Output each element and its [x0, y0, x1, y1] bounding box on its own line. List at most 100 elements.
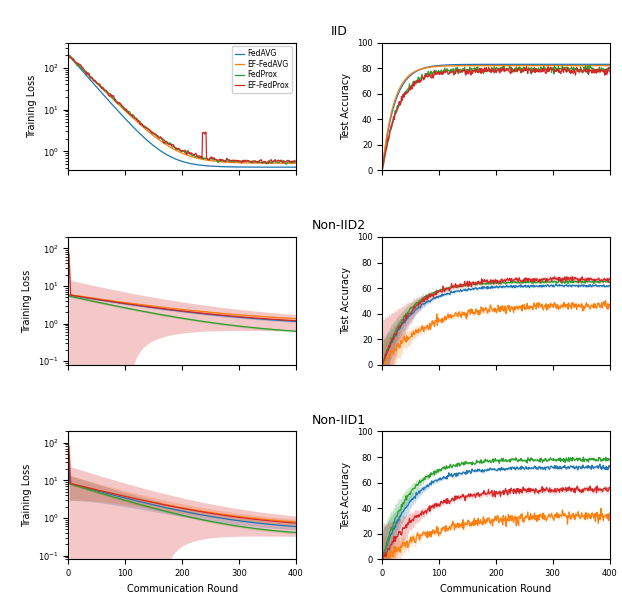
Line: FedProx: FedProx: [383, 457, 610, 557]
FedProx: [93, 78, 100, 86]
EF-FedAVG: [544, 513, 552, 520]
EF-FedAVG: [208, 509, 215, 516]
EF-FedProx: [93, 295, 100, 303]
EF-FedProx: [139, 497, 147, 504]
FedProx: [543, 66, 550, 74]
FedProx: [230, 158, 238, 165]
FedProx: [406, 85, 414, 92]
EF-FedProx: [156, 134, 163, 141]
EF-FedAVG: [139, 301, 147, 308]
EF-FedProx: [139, 302, 147, 309]
FedAVG: [453, 61, 460, 68]
EF-FedAVG: [379, 360, 386, 367]
Line: FedAVG: FedAVG: [383, 64, 610, 166]
FedProx: [582, 276, 590, 283]
Line: EF-FedAVG: EF-FedAVG: [383, 66, 610, 165]
EF-FedProx: [155, 500, 162, 507]
EF-FedAVG: [606, 62, 613, 69]
FedProx: [453, 67, 460, 75]
Line: EF-FedAVG: EF-FedAVG: [69, 294, 296, 319]
EF-FedProx: [379, 361, 386, 368]
FedAVG: [453, 469, 460, 477]
FedProx: [93, 299, 100, 306]
Line: EF-FedProx: EF-FedProx: [383, 67, 610, 167]
Line: EF-FedAVG: EF-FedAVG: [69, 483, 296, 522]
EF-FedAVG: [469, 306, 476, 314]
FedAVG: [155, 305, 162, 312]
FedProx: [139, 122, 147, 130]
FedProx: [453, 283, 460, 290]
EF-FedAVG: [229, 311, 236, 318]
Line: EF-FedAVG: EF-FedAVG: [383, 508, 610, 560]
EF-FedProx: [379, 556, 386, 563]
EF-FedAVG: [453, 62, 460, 69]
EF-FedProx: [208, 155, 216, 162]
FedAVG: [596, 460, 603, 468]
Y-axis label: Test Accuracy: Test Accuracy: [341, 462, 351, 529]
EF-FedAVG: [470, 517, 477, 525]
FedAVG: [552, 280, 560, 288]
Line: FedAVG: FedAVG: [69, 456, 296, 527]
FedProx: [379, 162, 386, 169]
EF-FedAVG: [93, 295, 100, 302]
FedProx: [155, 311, 162, 318]
FedProx: [580, 454, 587, 461]
FedAVG: [543, 283, 550, 290]
FedAVG: [208, 162, 215, 170]
Legend: FedAVG, EF-FedAVG, FedProx, EF-FedProx: FedAVG, EF-FedAVG, FedProx, EF-FedProx: [232, 46, 292, 93]
EF-FedProx: [453, 282, 460, 289]
FedProx: [469, 65, 476, 72]
EF-FedAVG: [292, 315, 300, 322]
EF-FedProx: [292, 520, 300, 527]
FedProx: [543, 457, 550, 465]
Text: Non-IID1: Non-IID1: [312, 413, 366, 427]
FedAVG: [469, 285, 476, 292]
Line: FedProx: FedProx: [69, 296, 296, 331]
EF-FedAVG: [65, 291, 73, 298]
FedProx: [379, 553, 386, 561]
EF-FedAVG: [606, 300, 613, 308]
Line: FedAVG: FedAVG: [69, 56, 296, 167]
FedProx: [406, 305, 414, 313]
EF-FedProx: [379, 163, 386, 170]
FedProx: [587, 62, 594, 69]
FedAVG: [139, 499, 147, 506]
FedProx: [522, 458, 529, 465]
EF-FedAVG: [229, 159, 236, 166]
FedProx: [139, 502, 147, 509]
EF-FedAVG: [93, 486, 100, 493]
EF-FedProx: [406, 519, 414, 526]
FedProx: [522, 277, 529, 285]
EF-FedProx: [544, 63, 552, 71]
Line: FedProx: FedProx: [69, 483, 296, 533]
EF-FedAVG: [155, 500, 162, 507]
EF-FedAVG: [139, 123, 147, 131]
FedAVG: [522, 282, 529, 289]
EF-FedProx: [155, 305, 162, 312]
Line: EF-FedAVG: EF-FedAVG: [69, 56, 296, 164]
FedProx: [230, 322, 238, 329]
EF-FedProx: [544, 277, 551, 285]
FedAVG: [93, 487, 100, 494]
X-axis label: Communication Round: Communication Round: [126, 584, 238, 593]
FedAVG: [230, 313, 238, 320]
FedProx: [469, 458, 476, 466]
Line: EF-FedProx: EF-FedProx: [383, 277, 610, 364]
FedAVG: [406, 497, 414, 505]
FedProx: [155, 134, 162, 141]
EF-FedAVG: [543, 514, 550, 522]
EF-FedAVG: [139, 496, 147, 503]
FedProx: [229, 157, 236, 165]
EF-FedAVG: [208, 157, 215, 164]
EF-FedProx: [65, 250, 73, 258]
FedProx: [292, 529, 300, 536]
EF-FedProx: [469, 492, 476, 500]
FedProx: [229, 322, 236, 329]
EF-FedAVG: [543, 62, 550, 69]
EF-FedAVG: [522, 514, 530, 521]
Y-axis label: Test Accuracy: Test Accuracy: [341, 268, 351, 334]
FedProx: [229, 522, 236, 529]
EF-FedAVG: [522, 62, 529, 69]
EF-FedProx: [453, 495, 460, 502]
FedProx: [292, 157, 300, 165]
